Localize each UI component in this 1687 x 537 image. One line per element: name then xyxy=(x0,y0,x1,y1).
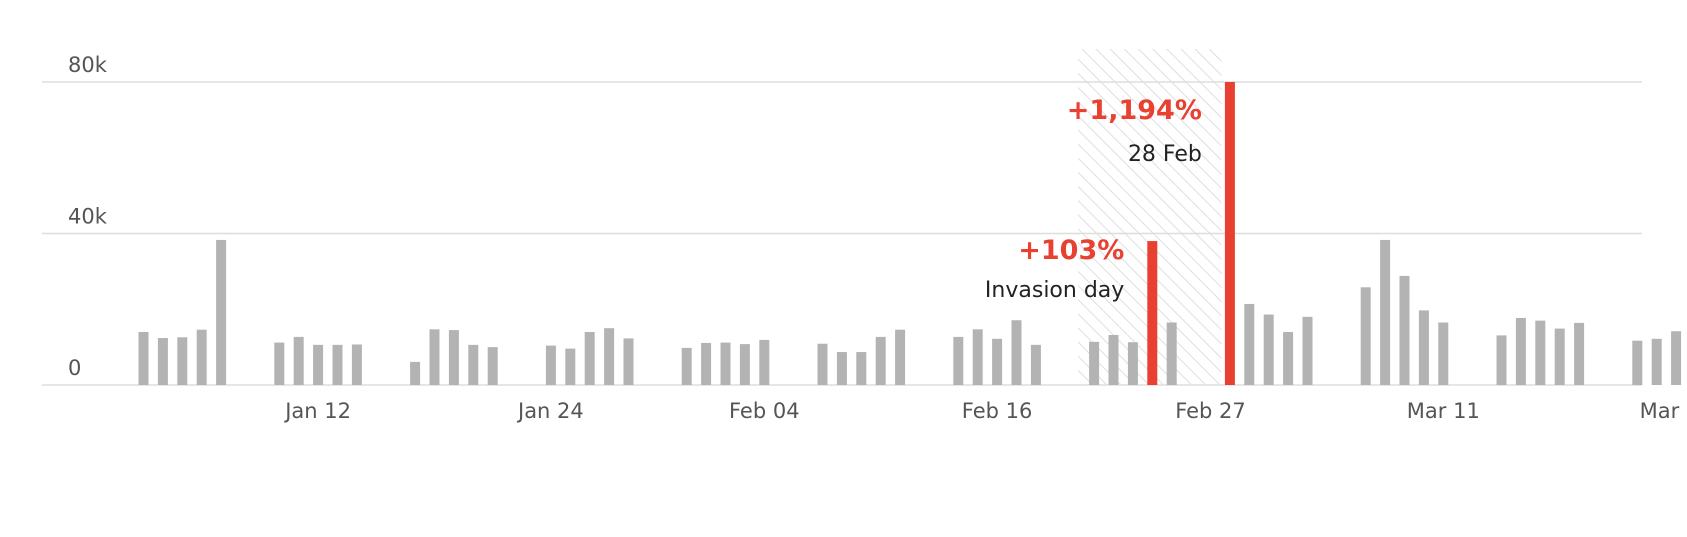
bar xyxy=(953,336,964,385)
bar-highlight xyxy=(1224,82,1235,385)
bar xyxy=(429,329,440,385)
bar xyxy=(1127,342,1138,385)
annotation-percent: +1,194% xyxy=(1067,95,1202,126)
bar-highlight xyxy=(1147,241,1158,385)
bar xyxy=(1166,322,1177,385)
bar xyxy=(332,344,343,385)
bar xyxy=(274,342,285,385)
x-tick-label: Jan 24 xyxy=(516,399,584,423)
bar xyxy=(545,345,556,385)
y-axis-ticks: 0 40k 80k xyxy=(68,53,108,380)
bar xyxy=(720,342,731,385)
bar xyxy=(1651,338,1662,385)
x-tick-label: Feb 27 xyxy=(1175,399,1246,423)
bar xyxy=(681,347,692,385)
bar xyxy=(313,344,324,385)
bar xyxy=(739,344,750,385)
bar xyxy=(293,336,304,385)
bar xyxy=(448,330,459,385)
bar xyxy=(1263,314,1274,385)
bar xyxy=(196,329,207,385)
x-axis-ticks: Jan 12 Jan 24 Feb 04 Feb 16 Feb 27 Mar 11 Mar … xyxy=(283,399,1687,423)
bar xyxy=(1399,275,1410,385)
bar xyxy=(623,338,634,385)
x-tick-label: Jan 12 xyxy=(283,399,351,423)
bar xyxy=(1244,303,1255,385)
bar xyxy=(759,339,770,385)
bar xyxy=(1360,287,1371,385)
bar xyxy=(1418,310,1429,385)
bar xyxy=(701,342,712,385)
bar xyxy=(1515,317,1526,385)
bar xyxy=(1574,322,1585,385)
bar xyxy=(1108,335,1119,385)
annotations: +103% Invasion day +1,194% 28 Feb xyxy=(985,95,1202,303)
bar xyxy=(836,352,847,385)
bar xyxy=(1554,328,1565,385)
bar xyxy=(895,329,906,385)
bar xyxy=(1438,322,1449,385)
bar xyxy=(351,344,362,385)
bar xyxy=(817,343,828,385)
bar xyxy=(410,361,421,385)
x-tick-label: Feb 04 xyxy=(729,399,800,423)
bar xyxy=(1496,335,1507,385)
bar xyxy=(565,348,576,385)
bar xyxy=(468,344,479,385)
bar xyxy=(177,337,188,385)
x-tick-label: Mar 11 xyxy=(1407,399,1480,423)
y-tick-label: 0 xyxy=(68,356,81,380)
bar xyxy=(875,336,886,385)
bar xyxy=(216,239,227,385)
y-tick-label: 80k xyxy=(68,53,108,77)
bar xyxy=(1671,331,1682,385)
bar xyxy=(1030,344,1041,385)
bar xyxy=(1535,320,1546,385)
y-tick-label: 40k xyxy=(68,205,108,229)
bar xyxy=(1632,340,1643,385)
annotation-label: Invasion day xyxy=(985,278,1124,303)
bar xyxy=(487,347,498,385)
bar xyxy=(157,338,168,385)
bar xyxy=(1302,316,1313,385)
bar xyxy=(604,328,615,385)
bar xyxy=(992,338,1003,385)
bar xyxy=(1380,239,1391,385)
bar xyxy=(138,331,149,385)
bar xyxy=(584,331,595,385)
annotation-percent: +103% xyxy=(1018,235,1124,266)
x-tick-label: Feb 16 xyxy=(962,399,1033,423)
bars xyxy=(138,82,1682,385)
bar xyxy=(1089,341,1100,385)
bar xyxy=(972,329,983,385)
x-tick-label: Mar 23 xyxy=(1640,399,1687,423)
annotation-label: 28 Feb xyxy=(1128,142,1202,167)
bar xyxy=(1011,320,1022,385)
bar xyxy=(1283,331,1294,385)
bar xyxy=(856,352,867,385)
